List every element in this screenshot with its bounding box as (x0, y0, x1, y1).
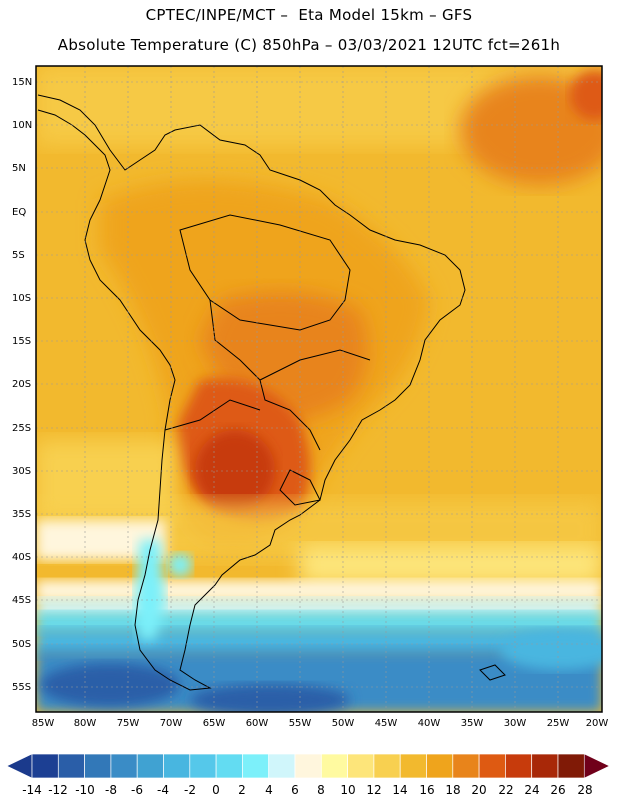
field-patagonia-cold (135, 540, 165, 640)
lon-label: 75W (116, 718, 140, 729)
colorbar-swatch (478, 753, 506, 779)
colorbar-label: -10 (75, 783, 95, 797)
colorbar-swatch (399, 753, 427, 779)
field-ne-hot (570, 70, 602, 120)
colorbar-label: 24 (524, 783, 540, 797)
field-cream-band (36, 580, 602, 602)
lat-label: 50S (12, 639, 32, 650)
colorbar-swatch (452, 753, 480, 779)
lon-label: 50W (331, 718, 355, 729)
lat-label: 5N (12, 163, 26, 174)
colorbar-swatch (426, 753, 454, 779)
colorbar-swatch (347, 753, 375, 779)
colorbar-swatch (531, 753, 559, 779)
lon-label: 55W (288, 718, 312, 729)
colorbar-label: 18 (445, 783, 461, 797)
lat-label: 10S (12, 293, 32, 304)
colorbar-swatch (31, 753, 59, 779)
lon-label: 60W (245, 718, 269, 729)
colorbar-swatch (84, 753, 112, 779)
colorbar-label: 4 (265, 783, 273, 797)
lon-label: 25W (546, 718, 570, 729)
border-argentina-north (164, 399, 261, 431)
colorbar-label: 8 (317, 783, 325, 797)
colorbar-swatch (189, 753, 217, 779)
colorbar-label: 28 (577, 783, 593, 797)
colorbar-low-arrow (6, 753, 33, 779)
lat-label: 20S (12, 379, 32, 390)
colorbar-label: 20 (471, 783, 487, 797)
temperature-field (36, 66, 602, 712)
lon-label: 40W (417, 718, 441, 729)
field-deepest-west (40, 663, 180, 707)
colorbar-swatch (268, 753, 296, 779)
lon-label: 30W (503, 718, 527, 729)
lon-label: 20W (585, 718, 609, 729)
lat-label: 15S (12, 336, 32, 347)
border-uruguay (279, 469, 321, 506)
lon-label: 45W (374, 718, 398, 729)
colorbar-label: -12 (48, 783, 68, 797)
colorbar-swatch (294, 753, 322, 779)
colorbar-label: -14 (22, 783, 42, 797)
colorbar-swatch (373, 753, 401, 779)
lat-label: 15N (12, 77, 33, 88)
colorbar-label: 26 (550, 783, 566, 797)
colorbar-label: 16 (419, 783, 435, 797)
colorbar-swatch (320, 753, 348, 779)
lon-label: 35W (460, 718, 484, 729)
lon-label: 65W (202, 718, 226, 729)
colorbar-swatch (242, 753, 270, 779)
coastlines (37, 94, 506, 691)
colorbar-swatch (136, 753, 164, 779)
field-cold-spot (168, 553, 192, 577)
lat-label: 30S (12, 466, 32, 477)
border-bolivia (209, 299, 321, 451)
colorbar-label: 22 (498, 783, 514, 797)
lat-label: 55S (12, 682, 32, 693)
colorbar-label: -2 (184, 783, 196, 797)
lat-label: 5S (12, 250, 25, 261)
colorbar-label: 2 (238, 783, 246, 797)
falklands (479, 664, 506, 681)
colorbar-label: 0 (212, 783, 220, 797)
lat-label: 35S (12, 509, 32, 520)
colorbar-swatch (215, 753, 243, 779)
field-yellow-east (300, 545, 602, 585)
gridlines (36, 66, 602, 712)
colorbar-high-arrow (584, 753, 610, 779)
colorbar (6, 753, 610, 779)
colorbar-swatch (163, 753, 191, 779)
colorbar-label: 6 (291, 783, 299, 797)
colorbar-label: -6 (131, 783, 143, 797)
lon-label: 70W (159, 718, 183, 729)
lat-label: 25S (12, 423, 32, 434)
lat-label: EQ (12, 207, 27, 218)
colorbar-swatch (110, 753, 138, 779)
map-subtitle: Absolute Temperature (C) 850hPa – 03/03/… (57, 36, 561, 54)
lat-label: 45S (12, 595, 32, 606)
map-frame (35, 65, 603, 713)
colorbar-swatch (57, 753, 85, 779)
colorbar-swatch (505, 753, 533, 779)
field-ne-warm (460, 75, 602, 185)
colorbar-label: 14 (392, 783, 408, 797)
colorbar-label: 10 (340, 783, 356, 797)
lon-label: 80W (73, 718, 97, 729)
map-title: CPTEC/INPE/MCT – Eta Model 15km – GFS (145, 6, 473, 24)
colorbar-label: -4 (157, 783, 169, 797)
field-deepest-mid (190, 684, 350, 712)
colorbar-label: 12 (366, 783, 382, 797)
border-states (259, 349, 371, 381)
lat-label: 40S (12, 552, 32, 563)
colorbar-swatch (557, 753, 585, 779)
lat-label: 10N (12, 120, 33, 131)
field-hottest (195, 430, 275, 510)
colorbar-label: -8 (105, 783, 117, 797)
field-east-blue (500, 630, 602, 670)
lon-label: 85W (31, 718, 55, 729)
south-america-coast (37, 94, 466, 691)
